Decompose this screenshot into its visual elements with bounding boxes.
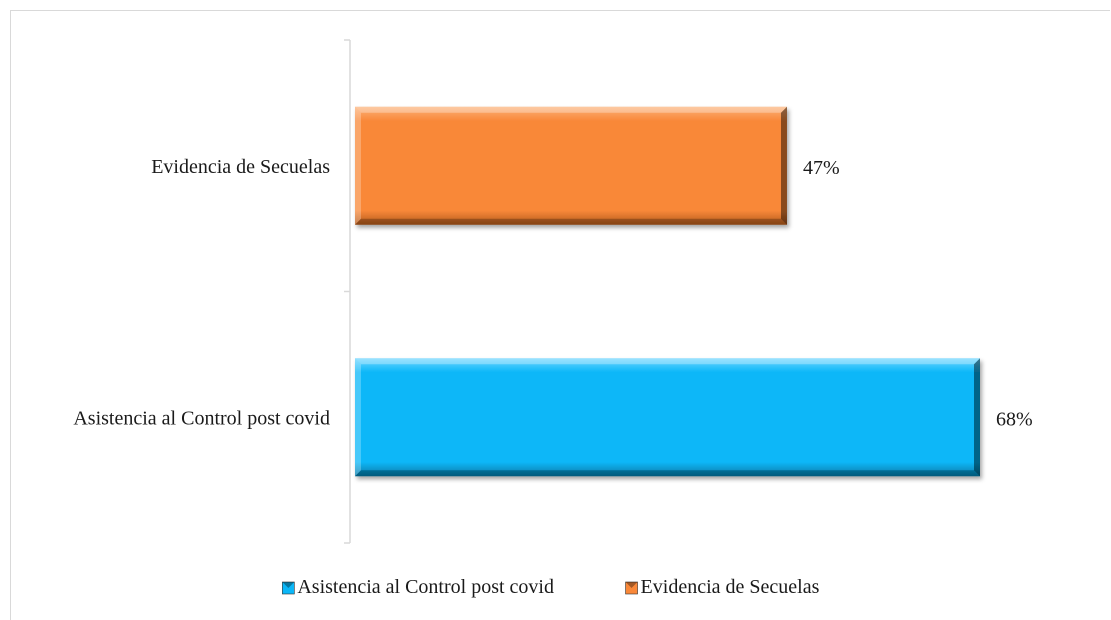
bar-bevel-right xyxy=(780,106,787,225)
bar-body xyxy=(355,106,787,225)
bars-layer xyxy=(355,106,980,477)
bar-bevel-top xyxy=(355,106,787,113)
bar-bevel-left xyxy=(355,106,361,225)
data-label: 68% xyxy=(996,408,1033,430)
bar-evidencia-de-secuelas xyxy=(355,106,787,225)
legend-item: Asistencia al Control post covid xyxy=(282,576,554,598)
legend-swatch xyxy=(625,581,638,595)
bar-body xyxy=(355,358,980,477)
bar-bevel-top xyxy=(355,358,980,365)
labels-layer: Evidencia de Secuelas 47% Asistencia al Co… xyxy=(73,156,1032,431)
legend-swatch-shade xyxy=(625,582,638,588)
legend: Asistencia al Control post covid Evidenci… xyxy=(282,576,820,598)
legend-swatch-shade xyxy=(282,582,295,588)
legend-item: Evidencia de Secuelas xyxy=(625,576,820,598)
data-label: 47% xyxy=(803,157,840,179)
bar-bevel-left xyxy=(355,358,361,477)
bar-bevel-right xyxy=(974,358,980,477)
category-label: Asistencia al Control post covid xyxy=(73,407,330,429)
legend-swatch xyxy=(282,581,295,595)
bar-bevel-bottom xyxy=(355,218,787,225)
bar-bevel-bottom xyxy=(355,470,980,477)
category-label: Evidencia de Secuelas xyxy=(151,156,330,178)
bar-asistencia-control xyxy=(355,358,980,477)
legend-label: Evidencia de Secuelas xyxy=(641,576,820,598)
legend-label: Asistencia al Control post covid xyxy=(297,576,554,598)
axis-layer xyxy=(344,39,351,544)
chart-frame xyxy=(10,10,1110,620)
